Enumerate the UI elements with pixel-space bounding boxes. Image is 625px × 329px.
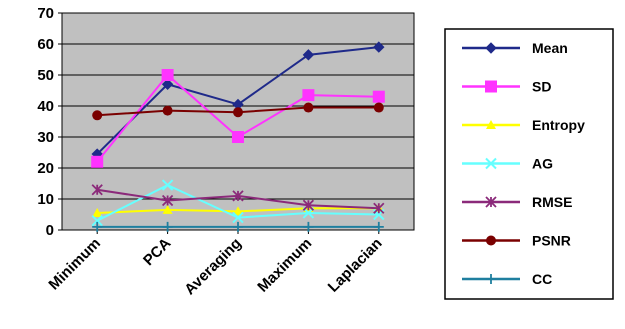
data-point [161, 69, 174, 81]
data-point [91, 155, 104, 168]
data-point [485, 80, 497, 93]
series-mean [91, 41, 385, 160]
y-axis: 0 10 20 30 40 50 60 70 [37, 5, 62, 239]
data-point [92, 221, 103, 232]
legend-entry: Entropy [462, 117, 585, 133]
legend-label: CC [532, 271, 552, 287]
legend-entry: AG [462, 156, 553, 172]
data-point [373, 41, 385, 53]
data-point [485, 157, 497, 170]
legend-entry: Mean [462, 40, 568, 56]
data-point [91, 214, 103, 227]
y-tick-label: 40 [37, 98, 54, 115]
data-point [233, 206, 243, 216]
data-point [372, 90, 385, 103]
data-point [302, 199, 315, 211]
data-point [161, 179, 174, 191]
legend-entry: CC [462, 271, 552, 287]
data-point [162, 204, 173, 214]
legend-entry: RMSE [462, 194, 572, 210]
y-tick-label: 10 [37, 191, 54, 208]
x-tick-label: Laplacian [325, 235, 386, 296]
legend-label: SD [532, 79, 551, 95]
legend-label: AG [532, 156, 553, 172]
legend-label: Entropy [532, 117, 585, 133]
y-tick-label: 30 [37, 129, 54, 146]
data-point [162, 105, 173, 116]
data-point [162, 221, 173, 232]
data-point [302, 49, 315, 61]
y-tick-label: 50 [37, 67, 54, 84]
x-tick-label: PCA [140, 235, 175, 270]
data-point [486, 274, 496, 284]
x-tick-label: Maximum [254, 235, 315, 296]
legend: Mean SD Entropy AG RMSE PSNR CC [444, 28, 614, 300]
data-point [232, 211, 244, 224]
data-point [302, 89, 315, 102]
data-point [233, 221, 243, 232]
data-point [373, 102, 384, 113]
data-point [92, 207, 103, 217]
y-tick-label: 0 [46, 222, 54, 239]
legend-label: RMSE [532, 194, 572, 210]
x-axis: Minimum PCA Averaging Maximum Laplacian [45, 230, 386, 298]
series-sd [91, 69, 385, 168]
series-psnr [92, 102, 384, 121]
legend-label: PSNR [532, 233, 571, 249]
y-tick-label: 70 [37, 5, 54, 22]
data-point [303, 221, 314, 232]
data-point [373, 221, 384, 232]
data-point [486, 235, 496, 246]
data-point [232, 190, 244, 202]
data-point [161, 194, 174, 207]
data-point [373, 202, 385, 214]
y-tick-label: 20 [37, 160, 54, 177]
data-point [486, 120, 496, 129]
data-point [232, 131, 244, 143]
data-point [91, 184, 103, 196]
series-group [91, 41, 385, 232]
legend-entry: PSNR [462, 233, 571, 249]
legend-entry: SD [462, 79, 551, 95]
x-tick-label: Minimum [45, 235, 104, 294]
x-tick-label: Averaging [181, 235, 244, 298]
data-point [485, 42, 497, 54]
data-point [161, 78, 174, 91]
data-point [485, 196, 497, 208]
data-point [233, 107, 243, 118]
series-rmse [91, 184, 385, 214]
series-cc [92, 221, 384, 232]
data-point [303, 102, 314, 113]
y-tick-label: 60 [37, 36, 54, 53]
legend-label: Mean [532, 40, 568, 56]
data-point [92, 110, 103, 121]
